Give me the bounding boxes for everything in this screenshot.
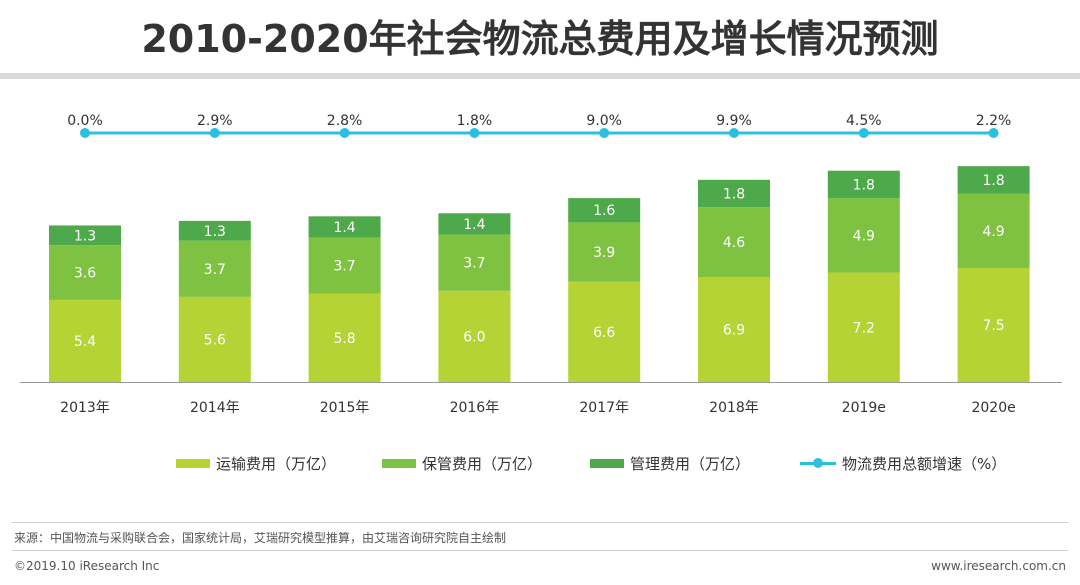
bar-value-label: 1.3 [74,228,96,244]
x-tick-label: 2016年 [450,400,500,416]
growth-point [209,128,220,138]
x-tick-label: 2018年 [709,400,759,416]
growth-point [729,128,739,138]
growth-point [469,128,480,138]
growth-point [599,128,610,138]
bar-value-label: 3.7 [333,259,355,275]
bar-value-label: 1.4 [463,217,485,233]
legend-label-management: 管理费用（万亿） [630,455,751,473]
copyright: ©2019.10 iResearch Inc [14,559,160,573]
bar-value-label: 1.4 [333,220,355,236]
bar-segment [178,220,251,241]
growth-label: 2.8% [327,113,363,129]
chart-svg: 5.4 3.6 1.3 2013年 5.6 3.7 1.3 2014年 5.8 3.7 1.4 201… [20,113,1062,416]
bar-value-label: 1.8 [723,187,745,203]
x-tick-label: 2020e [971,400,1015,416]
legend-item-growth: 物流费用总额增速（%） [800,453,1006,474]
growth-point [988,128,999,138]
bar-segment [957,193,1030,268]
legend-swatch-storage [382,459,416,468]
bar-segment [49,225,121,246]
bar-segment [308,293,381,382]
bar-value-label: 1.6 [593,203,615,219]
footer-divider-top [12,522,1068,523]
x-tick-label: 2017年 [579,400,629,416]
legend-label-storage: 保管费用（万亿） [422,455,543,473]
footer-divider-bottom [12,550,1068,551]
bar-segment [438,290,511,382]
growth-label: 0.0% [67,113,103,129]
bar-segment [178,240,251,297]
bar-value-label: 4.6 [723,235,745,251]
bar-segment [827,198,900,273]
bar-segment [698,179,770,208]
chart-title: 2010-2020年社会物流总费用及增长情况预测 [141,17,939,61]
bar-segment [178,296,251,382]
bar-value-label: 1.8 [853,177,875,193]
bar-value-label: 7.2 [853,320,875,336]
bar-segment [957,268,1030,382]
bar-segment [438,213,511,235]
bar-segment [438,234,511,291]
bar-value-label: 3.9 [593,245,615,261]
bar-value-label: 3.6 [74,266,96,282]
bar-segment [698,207,770,278]
bar-segment [49,299,121,382]
bar-value-label: 5.6 [204,332,226,348]
bar-segment [568,198,641,223]
x-tick-label: 2013年 [60,400,110,416]
legend-dot-growth [813,458,823,468]
legend-item-management: 管理费用（万亿） [590,453,750,474]
growth-label: 9.0% [586,113,622,129]
growth-point [339,128,350,138]
legend-swatch-transport [176,459,210,468]
bar-segment [957,166,1030,194]
legend-item-storage: 保管费用（万亿） [382,453,542,474]
bar-value-label: 3.7 [204,262,226,278]
bar-value-label: 6.9 [723,323,745,339]
bar-segment [827,170,900,199]
bar-value-label: 3.7 [463,256,485,272]
bar-value-label: 6.0 [463,329,485,345]
legend: 运输费用（万亿） 保管费用（万亿） 管理费用（万亿） 物流费用总额增速（%） [0,453,1080,477]
x-tick-label: 2019e [842,400,886,416]
growth-label: 4.5% [846,113,882,129]
legend-swatch-management [590,459,624,468]
bar-segment [308,237,381,294]
growth-label: 1.8% [457,113,493,129]
bar-value-label: 4.9 [982,224,1004,240]
legend-item-transport: 运输费用（万亿） [176,453,336,474]
bar-segment [827,272,900,382]
legend-label-growth: 物流费用总额增速（%） [842,455,1007,473]
growth-label: 2.2% [976,113,1012,129]
bar-segment [568,222,641,282]
bar-value-label: 5.4 [74,334,96,350]
bar-segment [308,216,381,238]
bar-value-label: 1.8 [982,173,1004,189]
bar-value-label: 6.6 [593,325,615,341]
source-note: 来源：中国物流与采购联合会，国家统计局，艾瑞研究模型推算，由艾瑞咨询研究院自主绘… [14,531,507,545]
growth-point [80,128,90,138]
title-divider [0,73,1080,79]
bar-segment [568,281,641,382]
bar-value-label: 1.3 [204,224,226,240]
bar-value-label: 5.8 [333,331,355,347]
bar-segment [49,245,121,300]
bar-value-label: 7.5 [982,318,1004,334]
bar-value-label: 4.9 [853,228,875,244]
legend-label-transport: 运输费用（万亿） [216,455,337,473]
x-tick-label: 2015年 [320,400,370,416]
bar-segment [698,277,770,382]
legend-line-growth [800,458,836,468]
growth-label: 9.9% [716,113,752,129]
growth-label: 2.9% [197,113,233,129]
website: www.iresearch.com.cn [931,559,1066,573]
x-tick-label: 2014年 [190,400,240,416]
growth-point [858,128,869,138]
